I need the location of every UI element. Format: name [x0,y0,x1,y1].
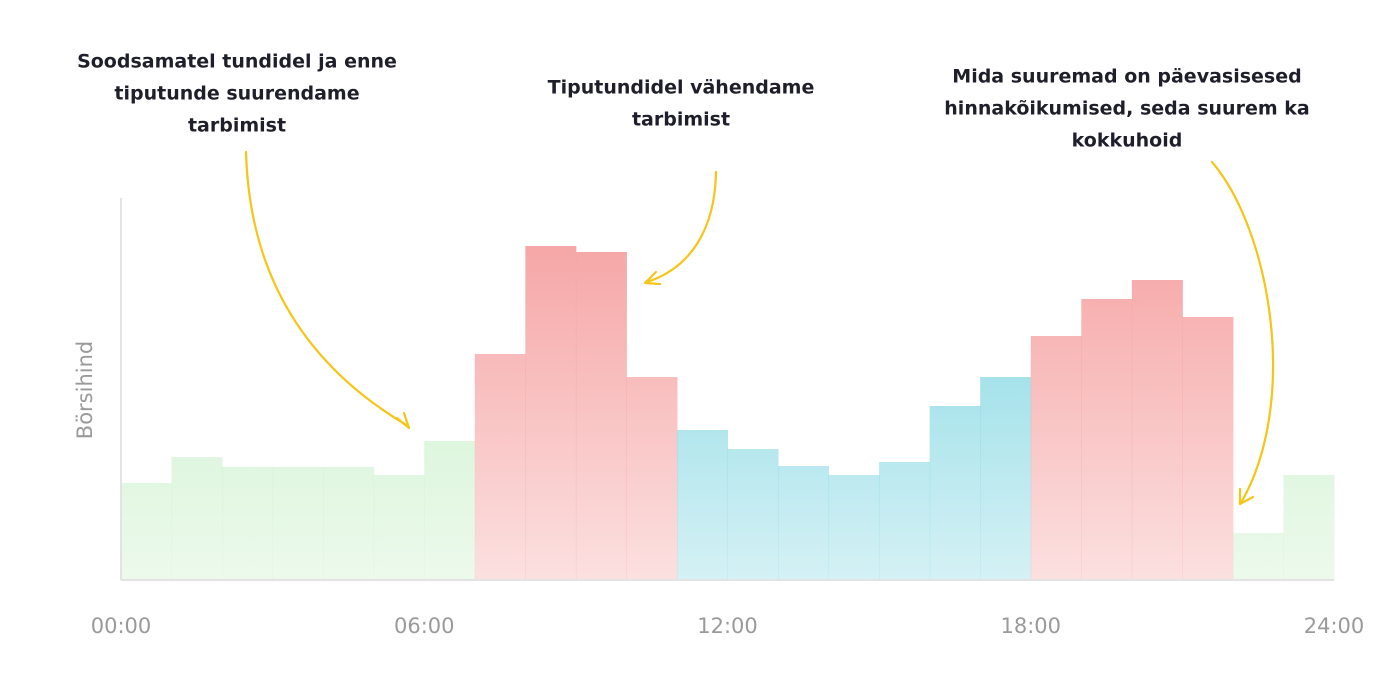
bar [575,252,627,580]
x-tick-label: 12:00 [697,614,758,638]
bar [879,462,931,580]
bar [222,467,274,580]
annotation: hinnakõikumised, seda suurem ka [944,98,1309,120]
bar [474,354,526,580]
bar [980,377,1032,580]
bar [1283,475,1335,580]
bar [626,377,678,580]
bar [1232,533,1284,580]
bar [727,449,779,580]
x-tick-label: 18:00 [1000,614,1061,638]
arrowhead [395,411,411,430]
arrowhead [643,270,662,286]
arrow [244,150,410,428]
bar [676,430,728,580]
x-tick-label: 06:00 [394,614,455,638]
bar [171,457,223,580]
x-tick-label: 00:00 [91,614,152,638]
bar [121,483,173,580]
bar [525,246,577,580]
x-tick-label: 24:00 [1304,614,1365,638]
bar [323,467,375,580]
bar [1030,336,1082,580]
annotation: tarbimist [632,109,730,131]
annotation: Tiputundidel vähendame [548,77,815,99]
arrow [1210,160,1275,505]
annotation: Mida suuremad on päevasisesed [952,66,1301,88]
annotation: Soodsamatel tundidel ja enne [77,51,397,73]
bar [929,406,981,580]
bar [1131,280,1183,580]
annotation: tarbimist [188,115,286,137]
bar [424,441,476,580]
bar [828,475,880,580]
bar [1081,299,1133,580]
arrowhead [1238,487,1255,506]
arrow [645,170,718,284]
bar [778,466,830,580]
bar [272,467,324,580]
bar [373,475,425,580]
annotation: tiputunde suurendame [114,83,359,105]
annotation: kokkuhoid [1072,130,1183,152]
y-axis-label: Börsihind [73,341,97,439]
bar [1182,317,1234,580]
